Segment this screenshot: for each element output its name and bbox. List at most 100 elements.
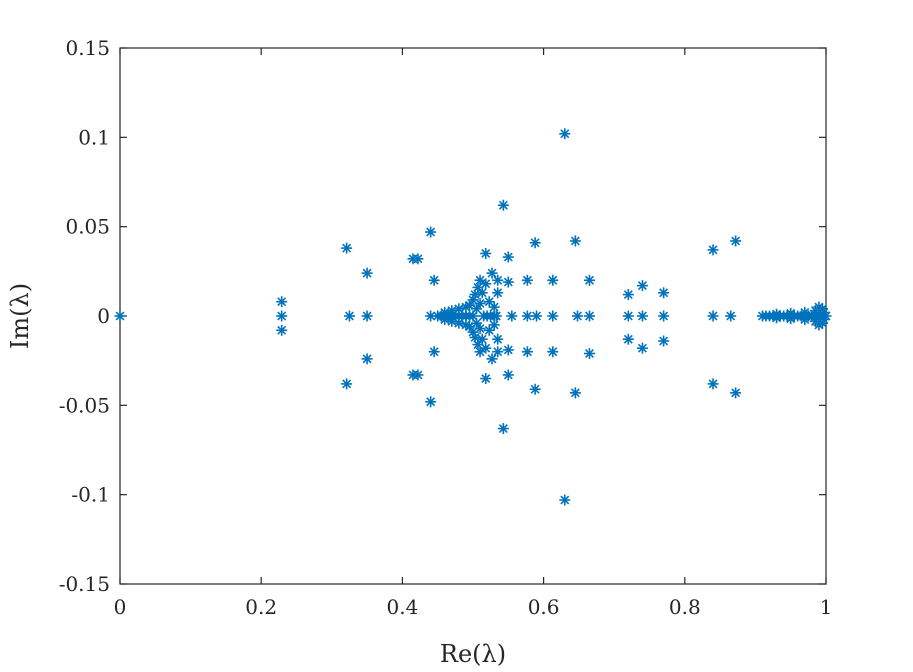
data-point: [486, 353, 498, 365]
data-point: [439, 314, 451, 326]
data-point: [502, 344, 514, 356]
data-point: [497, 199, 509, 211]
data-point: [492, 287, 504, 299]
data-point: [506, 310, 518, 322]
data-point: [583, 310, 595, 322]
data-point: [559, 128, 571, 140]
x-tick-label: 0: [114, 595, 127, 619]
data-point: [486, 267, 498, 279]
data-point: [818, 314, 830, 326]
data-point: [725, 310, 737, 322]
x-axis-label: Re(λ): [440, 640, 506, 668]
data-point: [707, 310, 719, 322]
data-point: [492, 346, 504, 358]
data-point: [474, 297, 486, 309]
data-point: [799, 314, 811, 326]
data-point: [529, 383, 541, 395]
data-point: [361, 353, 373, 365]
data-point: [412, 369, 424, 381]
data-point: [658, 310, 670, 322]
data-point: [658, 335, 670, 347]
x-tick-label: 0.2: [245, 595, 277, 619]
data-point: [361, 267, 373, 279]
data-point: [502, 276, 514, 288]
y-tick-label: 0: [97, 304, 110, 328]
y-axis-ticks: 0.15 0.1 0.05 0 -0.05 -0.1 -0.15: [59, 36, 826, 596]
data-point: [636, 280, 648, 292]
data-point: [622, 333, 634, 345]
y-tick-label: -0.15: [59, 572, 110, 596]
data-point: [502, 251, 514, 263]
data-point: [571, 310, 583, 322]
data-point: [276, 324, 288, 336]
data-point: [471, 317, 483, 329]
data-point: [343, 310, 355, 322]
data-point: [521, 274, 533, 286]
data-point: [114, 310, 126, 322]
y-axis-label: Im(λ): [6, 283, 34, 349]
data-point: [341, 378, 353, 390]
data-point: [476, 287, 488, 299]
data-point: [361, 310, 373, 322]
data-point: [622, 310, 634, 322]
data-point: [559, 494, 571, 506]
data-point: [480, 278, 492, 290]
data-point: [446, 315, 458, 327]
data-point: [425, 310, 437, 322]
data-point: [636, 342, 648, 354]
y-tick-label: -0.1: [71, 483, 110, 507]
data-point: [453, 317, 465, 329]
data-point: [474, 346, 486, 358]
data-point: [707, 378, 719, 390]
data-point: [488, 319, 500, 331]
x-axis-ticks: 0 0.2 0.4 0.6 0.8 1: [114, 48, 833, 619]
y-tick-label: 0.05: [65, 215, 110, 239]
data-point: [425, 396, 437, 408]
data-point: [583, 274, 595, 286]
data-point: [412, 253, 424, 265]
data-point: [425, 226, 437, 238]
y-tick-label: -0.05: [59, 393, 110, 417]
data-point: [490, 310, 502, 322]
data-point: [474, 323, 486, 335]
data-point: [474, 274, 486, 286]
x-tick-label: 0.8: [669, 595, 701, 619]
x-tick-label: 1: [820, 595, 833, 619]
data-point: [547, 310, 559, 322]
y-tick-label: 0.15: [65, 36, 110, 60]
data-point: [480, 342, 492, 354]
data-point: [480, 247, 492, 259]
data-point: [492, 274, 504, 286]
data-point: [730, 235, 742, 247]
data-point: [276, 296, 288, 308]
data-point: [622, 289, 634, 301]
data-point: [341, 242, 353, 254]
data-point: [569, 387, 581, 399]
y-tick-label: 0.1: [78, 125, 110, 149]
data-point: [583, 348, 595, 360]
data-point: [707, 244, 719, 256]
data-point: [502, 369, 514, 381]
data-point: [428, 346, 440, 358]
data-point: [497, 423, 509, 435]
data-point: [771, 312, 783, 324]
data-point: [446, 305, 458, 317]
data-point: [276, 310, 288, 322]
data-markers: [114, 128, 832, 506]
data-point: [521, 346, 533, 358]
data-point: [521, 310, 533, 322]
data-point: [569, 235, 581, 247]
data-point: [658, 287, 670, 299]
data-point: [531, 310, 543, 322]
data-point: [547, 346, 559, 358]
data-point: [492, 333, 504, 345]
data-point: [428, 274, 440, 286]
data-point: [785, 313, 797, 325]
x-tick-label: 0.4: [386, 595, 418, 619]
x-tick-label: 0.6: [528, 595, 560, 619]
data-point: [636, 310, 648, 322]
data-point: [480, 373, 492, 385]
data-point: [476, 333, 488, 345]
